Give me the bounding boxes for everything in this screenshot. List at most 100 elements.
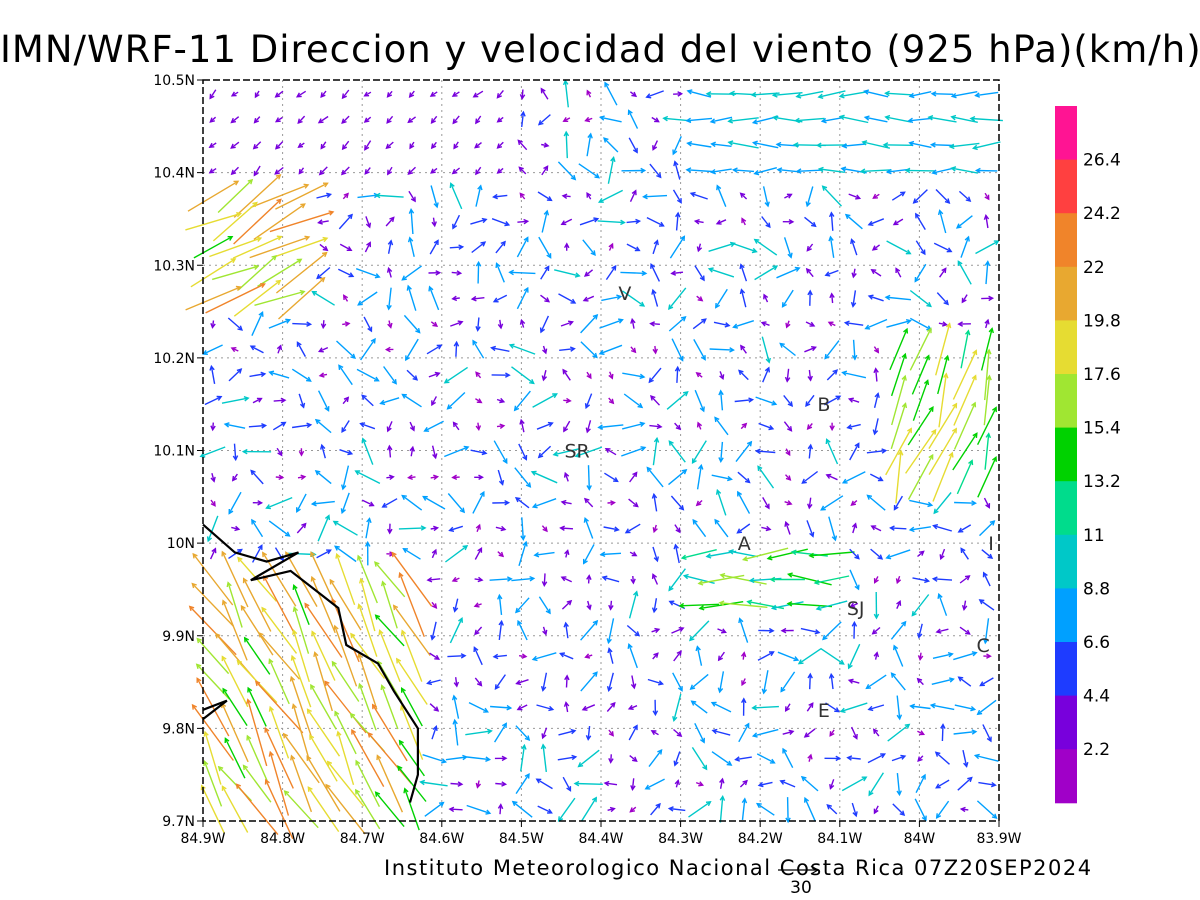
wind-vector-head xyxy=(485,809,492,815)
wind-vector-head xyxy=(529,379,535,385)
wind-vector xyxy=(823,395,842,406)
wind-vector xyxy=(839,702,868,713)
wind-vector-head xyxy=(304,235,311,241)
wind-vector-head xyxy=(265,504,271,510)
wind-vector xyxy=(474,474,484,481)
wind-vector xyxy=(709,347,735,353)
wind-vector xyxy=(203,760,223,807)
wind-vector xyxy=(929,142,954,148)
wind-vector-head xyxy=(277,450,283,457)
wind-vector-shaft xyxy=(871,269,882,277)
wind-vector-head xyxy=(391,551,397,558)
wind-vector xyxy=(859,168,892,175)
wind-vector-shaft xyxy=(777,168,798,173)
wind-vector-shaft xyxy=(867,753,886,764)
wind-vector-head xyxy=(731,167,738,173)
wind-vector xyxy=(959,806,969,813)
wind-vector-head xyxy=(559,652,565,658)
wind-vector xyxy=(199,446,226,458)
wind-vector-head xyxy=(974,92,981,98)
wind-vector xyxy=(696,421,703,430)
wind-vector-head xyxy=(400,629,407,636)
wind-vector-shaft xyxy=(847,423,861,429)
wind-vector xyxy=(849,548,860,560)
wind-vector-head xyxy=(768,627,775,634)
wind-vector-head xyxy=(732,323,739,329)
wind-vector-head xyxy=(631,551,638,557)
wind-vector xyxy=(931,167,953,175)
y-tick-label: 9.8N xyxy=(162,721,195,737)
wind-vector-shaft xyxy=(808,497,812,509)
credit-line: Instituto Meteorologico Nacional Costa R… xyxy=(384,856,1093,880)
wind-vector xyxy=(695,499,703,507)
wind-vector-shaft xyxy=(738,723,750,743)
wind-vector-head xyxy=(501,722,507,729)
wind-vector xyxy=(607,156,616,184)
wind-vector-head xyxy=(210,425,216,432)
wind-vector xyxy=(650,730,659,736)
wind-vector-head xyxy=(529,575,536,582)
wind-vector-head xyxy=(591,796,597,803)
wind-vector xyxy=(850,290,857,308)
wind-vector xyxy=(243,636,271,675)
wind-vector-head xyxy=(697,296,704,302)
wind-vector-head xyxy=(432,453,438,460)
wind-vector xyxy=(630,575,636,585)
wind-vector-shaft xyxy=(804,728,816,738)
wind-vector xyxy=(914,798,927,822)
wind-vector-shaft xyxy=(909,499,932,506)
wind-vector-head xyxy=(341,484,347,491)
wind-vector-head xyxy=(924,354,930,361)
wind-vector xyxy=(784,368,791,383)
wind-vector xyxy=(826,803,838,815)
wind-vector-head xyxy=(606,686,613,693)
wind-vector xyxy=(867,218,885,226)
wind-vector-head xyxy=(275,174,282,180)
wind-vector-head xyxy=(516,705,523,711)
wind-vector xyxy=(519,653,528,659)
wind-vector xyxy=(519,418,525,433)
wind-vector-head xyxy=(583,271,590,277)
wind-vector xyxy=(709,116,733,124)
wind-vector-shaft xyxy=(868,704,885,711)
wind-vector-head xyxy=(374,561,380,567)
wind-vector-head xyxy=(667,806,674,812)
wind-vector-shaft xyxy=(336,553,356,606)
wind-vector xyxy=(253,165,261,177)
wind-vector-shaft xyxy=(537,191,552,201)
wind-vector xyxy=(784,193,793,199)
wind-vector xyxy=(762,186,770,208)
wind-vector-head xyxy=(797,659,804,665)
wind-vector xyxy=(950,91,978,99)
wind-vector-shaft xyxy=(561,600,572,610)
wind-vector-shaft xyxy=(598,424,624,429)
wind-vector-head xyxy=(986,653,992,659)
wind-vector xyxy=(850,238,858,256)
wind-vector-head xyxy=(324,514,331,521)
wind-vector-head xyxy=(584,653,591,659)
wind-vector xyxy=(365,216,372,229)
wind-vector-shaft xyxy=(557,161,576,180)
wind-vector-shaft xyxy=(772,601,804,609)
wind-vector-shaft xyxy=(562,776,572,791)
wind-vector-head xyxy=(657,748,663,755)
wind-vector xyxy=(475,317,481,332)
wind-vector xyxy=(608,371,614,380)
wind-vector-head xyxy=(806,245,812,252)
wind-vector xyxy=(333,545,357,563)
wind-vector-head xyxy=(215,632,221,639)
wind-vector-head xyxy=(971,729,978,735)
wind-vector-head xyxy=(627,109,633,116)
wind-vector-head xyxy=(584,116,591,123)
wind-vector xyxy=(228,491,242,515)
wind-vector-shaft xyxy=(472,297,485,300)
wind-vector-shaft xyxy=(356,368,379,382)
wind-vector-head xyxy=(583,516,589,523)
wind-vector xyxy=(252,397,263,404)
wind-vector-shaft xyxy=(733,169,755,173)
wind-vector-shaft xyxy=(602,576,620,583)
colorbar-segment xyxy=(1055,374,1077,429)
wind-vector-shaft xyxy=(711,474,732,480)
wind-vector-head xyxy=(545,608,551,615)
wind-vector-head xyxy=(987,553,994,560)
